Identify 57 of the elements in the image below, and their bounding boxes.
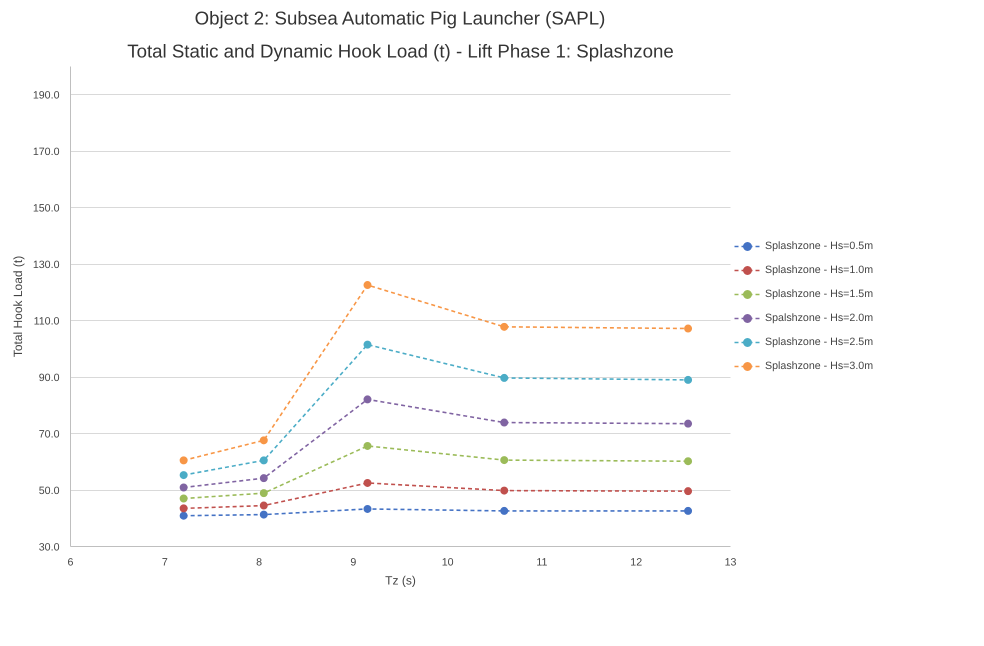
chart-subtitle: Total Static and Dynamic Hook Load (t) - Lift Phase 1: Splashzone: [127, 40, 674, 62]
point: [180, 456, 188, 464]
x-tick-label: 11: [536, 556, 548, 568]
point: [684, 506, 692, 515]
point: [260, 510, 268, 519]
point: [364, 504, 372, 513]
y-tick-label: 70.0: [38, 428, 60, 441]
point: [180, 483, 188, 492]
point: [500, 374, 508, 382]
y-tick-label: 170.0: [32, 146, 60, 158]
x-axis-title: Tz (s): [385, 574, 416, 588]
point: [260, 489, 268, 498]
y-axis-title: Total Hook Load (t): [10, 256, 25, 358]
y-tick-label: 190.0: [32, 90, 60, 102]
legend-label: Splashzone - Hs=3.0m: [765, 360, 874, 372]
point: [364, 340, 372, 349]
point: [500, 456, 508, 464]
point: [500, 506, 508, 515]
x-tick-label: 7: [162, 556, 168, 568]
point: [180, 471, 188, 480]
point: [364, 478, 372, 487]
legend-label: Splashzone - Hs=2.5m: [765, 336, 874, 348]
point: [684, 457, 692, 466]
x-tick-label: 6: [68, 556, 74, 568]
y-tick-label: 50.0: [38, 485, 60, 498]
y-tick-label: 90.0: [38, 372, 60, 384]
legend-label: Splashzone - Hs=1.0m: [765, 264, 874, 276]
point: [684, 324, 692, 333]
legend-label: Spalshzone - Hs=2.0m: [765, 312, 874, 324]
point: [364, 395, 372, 404]
y-tick-label: 30.0: [38, 542, 60, 554]
x-tick-label: 13: [724, 556, 736, 568]
point: [260, 502, 268, 510]
point: [260, 474, 268, 482]
y-tick-label: 150.0: [32, 202, 60, 215]
y-tick-label: 130.0: [32, 259, 60, 272]
point: [684, 487, 692, 496]
point: [364, 442, 372, 450]
point: [500, 486, 508, 495]
y-tick-label: 110.0: [34, 316, 60, 328]
x-tick-label: 10: [442, 556, 454, 568]
point: [260, 456, 268, 464]
chart-title: Object 2: Subsea Automatic Pig Launcher (SAPL): [194, 8, 606, 28]
point: [364, 281, 372, 290]
legend-label: Splashzone - Hs=1.5m: [765, 288, 874, 300]
legend-label: Splashzone - Hs=0.5m: [765, 240, 874, 252]
point: [684, 420, 692, 428]
point: [500, 322, 508, 331]
point: [260, 436, 268, 444]
point: [180, 512, 188, 520]
point: [684, 376, 692, 384]
point: [180, 494, 188, 502]
point: [180, 504, 188, 512]
x-tick-label: 9: [350, 556, 356, 568]
x-tick-label: 12: [630, 556, 642, 568]
point: [500, 418, 508, 427]
x-tick-label: 8: [256, 556, 262, 568]
